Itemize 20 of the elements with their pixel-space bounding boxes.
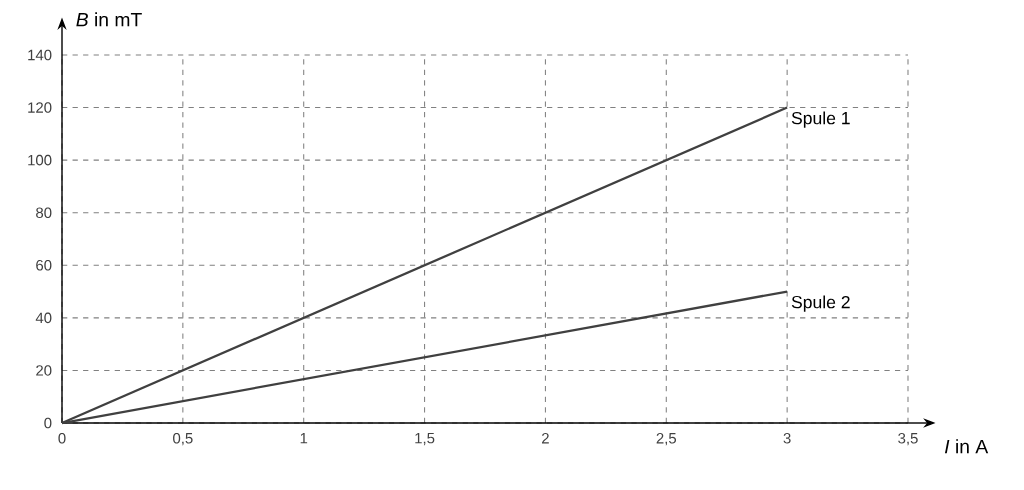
- y-tick-label: 40: [35, 312, 52, 324]
- y-tick-label: 140: [28, 49, 52, 61]
- y-tick-label: 0: [44, 417, 52, 429]
- x-tick-label: 2: [542, 432, 549, 444]
- x-axis-title: I in A: [944, 439, 989, 454]
- x-tick-label: 0: [58, 432, 66, 444]
- x-tick-label: 3,5: [898, 432, 918, 446]
- x-tick-label: 1: [300, 432, 308, 444]
- series-label: Spule 1: [791, 111, 850, 128]
- y-tick-label: 20: [36, 365, 52, 376]
- y-tick-label: 120: [28, 102, 52, 113]
- y-axis-title: B in mT: [76, 12, 142, 27]
- x-tick-label: 0,5: [173, 432, 193, 446]
- x-tick-label: 2,5: [656, 432, 677, 446]
- x-tick-label: 3: [783, 432, 791, 444]
- y-tick-label: 60: [36, 260, 52, 271]
- x-tick-label: 1,5: [415, 432, 435, 446]
- series-label: Spule 2: [791, 295, 850, 312]
- y-tick-label: 80: [36, 207, 52, 218]
- y-tick-label: 100: [28, 154, 52, 166]
